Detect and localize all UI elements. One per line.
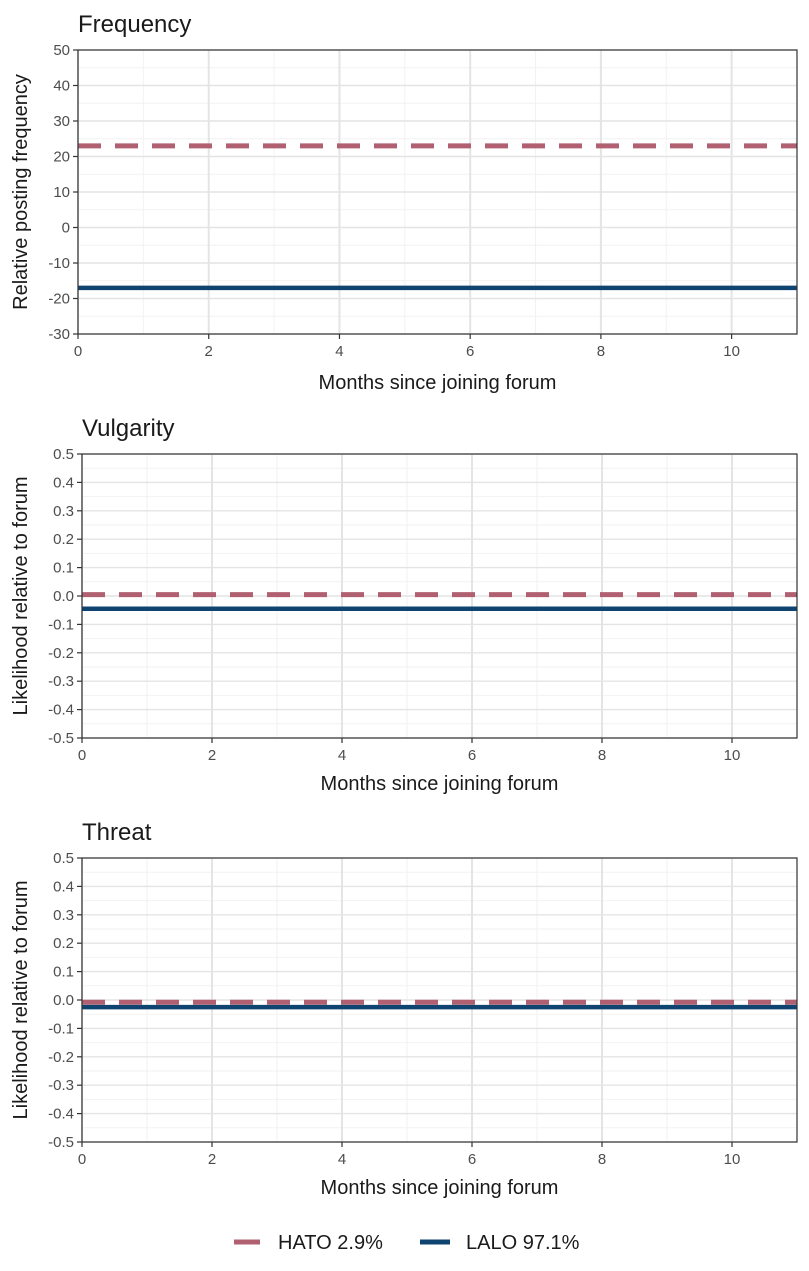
y-tick-label: -0.4: [48, 1106, 74, 1123]
x-tick-label: 8: [598, 1151, 606, 1168]
chart-panel-2: 0 2 4 6 8 10 -0.5 -0.4 -0.3 -0.2 -0.1 0.0 0.1 0.2 0.3 0…: [10, 415, 798, 795]
y-tick-label: 0.5: [53, 446, 74, 463]
legend-item-hato: HATO 2.9%: [234, 1232, 383, 1254]
y-tick-label: 0.3: [53, 503, 74, 520]
y-tick-label: 0.1: [53, 560, 74, 577]
panel-title: Threat: [82, 819, 152, 846]
x-tick-label: 6: [466, 343, 474, 360]
x-axis-label: Months since joining forum: [321, 1177, 559, 1199]
x-tick-label: 10: [724, 1151, 741, 1168]
y-tick-label: 0.0: [53, 992, 74, 1009]
legend-item-lalo: LALO 97.1%: [420, 1232, 580, 1254]
x-tick-label: 0: [78, 747, 86, 764]
x-tick-label: 4: [338, 747, 346, 764]
y-tick-label: 0.1: [53, 964, 74, 981]
chart-legend: HATO 2.9% LALO 97.1%: [234, 1232, 580, 1254]
y-tick-label: 0.0: [53, 588, 74, 605]
y-tick-label: 0.5: [53, 850, 74, 867]
x-tick-label: 0: [78, 1151, 86, 1168]
y-tick-label: -0.1: [48, 1020, 74, 1037]
y-tick-label: -10: [48, 255, 70, 272]
chart-panels: 0 2 4 6 8 10-30-20-1001020304050FrequencyMont…: [10, 11, 798, 1199]
legend-label: LALO 97.1%: [466, 1232, 580, 1254]
y-tick-label: 0.4: [53, 878, 74, 895]
y-tick-label: 10: [53, 184, 70, 201]
x-tick-label: 8: [597, 343, 605, 360]
x-tick-label: 6: [468, 1151, 476, 1168]
y-tick-label: -20: [48, 291, 70, 308]
y-tick-label: 50: [53, 42, 70, 59]
chart-panel-1: 0 2 4 6 8 10 -30 -20 -10 0 10 20 30 40 50 Frequency Mont…: [10, 11, 798, 394]
x-tick-label: 6: [468, 747, 476, 764]
y-axis-label: Likelihood relative to forum: [10, 880, 32, 1119]
y-tick-label: 40: [53, 78, 70, 95]
y-tick-label: 0.4: [53, 474, 74, 491]
y-tick-label: 0.2: [53, 935, 74, 952]
y-tick-label: 20: [53, 149, 70, 166]
x-tick-label: 2: [205, 343, 213, 360]
x-tick-label: 4: [335, 343, 343, 360]
y-tick-label: 0.2: [53, 531, 74, 548]
x-tick-label: 2: [208, 1151, 216, 1168]
y-axis-label: Likelihood relative to forum: [10, 476, 32, 715]
y-tick-label: -0.3: [48, 673, 74, 690]
y-tick-label: -0.2: [48, 1049, 74, 1066]
panel-title: Frequency: [78, 11, 191, 38]
x-tick-label: 10: [724, 747, 741, 764]
y-tick-label: -30: [48, 326, 70, 343]
y-axis-label: Relative posting frequency: [10, 74, 32, 310]
x-tick-label: 4: [338, 1151, 346, 1168]
y-tick-label: 0.3: [53, 907, 74, 924]
legend-label: HATO 2.9%: [278, 1232, 383, 1254]
x-tick-label: 2: [208, 747, 216, 764]
x-axis-label: Months since joining forum: [319, 372, 557, 394]
panel-title: Vulgarity: [82, 415, 174, 442]
y-tick-label: -0.5: [48, 1134, 74, 1151]
y-tick-label: -0.4: [48, 702, 74, 719]
y-tick-label: 0: [62, 220, 70, 237]
x-axis-label: Months since joining forum: [321, 773, 559, 795]
x-tick-label: 0: [74, 343, 82, 360]
y-tick-label: 30: [53, 113, 70, 130]
y-tick-label: -0.3: [48, 1077, 74, 1094]
y-tick-label: -0.1: [48, 616, 74, 633]
chart-panel-3: 0 2 4 6 8 10 -0.5 -0.4 -0.3 -0.2 -0.1 0.0 0.1 0.2 0.3 0…: [10, 819, 798, 1199]
y-tick-label: -0.5: [48, 730, 74, 747]
x-tick-label: 10: [723, 343, 740, 360]
y-tick-label: -0.2: [48, 645, 74, 662]
x-tick-label: 8: [598, 747, 606, 764]
